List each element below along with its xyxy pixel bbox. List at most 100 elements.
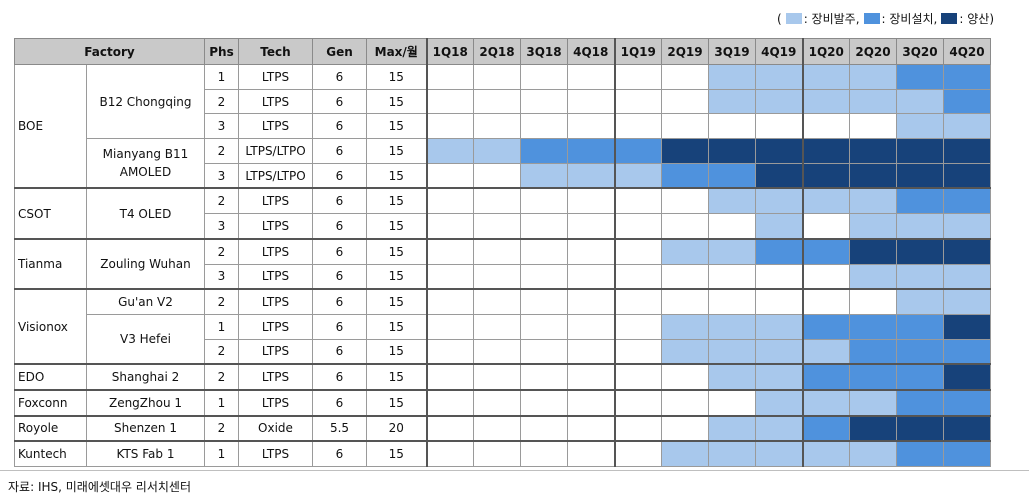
quarter-status-cell — [520, 414, 568, 442]
quarter-status-cell — [801, 414, 850, 442]
quarter-status-cell — [567, 440, 615, 468]
quarter-status-cell — [755, 113, 803, 140]
factory-cell: Shenzen 1 — [86, 414, 205, 442]
quarter-status-cell — [801, 162, 850, 189]
gen-cell: 6 — [312, 288, 367, 315]
quarter-status-cell — [473, 162, 521, 189]
tech-cell: LTPS — [238, 213, 313, 240]
header-max: Max/월 — [366, 38, 427, 65]
quarter-status-cell — [613, 414, 662, 442]
quarter-status-cell — [520, 338, 568, 365]
quarter-status-cell — [801, 263, 850, 290]
quarter-status-cell — [473, 313, 521, 340]
source-note: 자료: IHS, 미래에셋대우 리서치센터 — [8, 480, 192, 494]
max-cell: 15 — [366, 288, 427, 315]
quarter-status-cell — [849, 162, 897, 189]
quarter-status-cell — [801, 237, 850, 265]
table-body: BOE B12 Chongqing 1 LTPS 6 15 2 LTPS 6 15 3 LTPS 6 15… — [14, 63, 991, 468]
quarter-status-cell — [567, 414, 615, 442]
header-quarter: 1Q20 — [801, 38, 850, 65]
quarter-status-cell — [567, 288, 615, 315]
quarter-status-cell — [943, 388, 991, 417]
quarter-status-cell — [613, 213, 662, 240]
gen-cell: 6 — [312, 187, 367, 215]
quarter-status-cell — [613, 338, 662, 365]
company-cell: BOE — [14, 64, 87, 189]
quarter-status-cell — [613, 363, 662, 391]
phs-cell: 2 — [204, 237, 239, 265]
table-row: 3 LTPS/LTPO 6 15 — [15, 162, 991, 189]
gen-cell: 6 — [312, 263, 367, 290]
quarter-status-cell — [849, 88, 897, 115]
fab-schedule-table: Factory Phs Tech Gen Max/월 1Q18 2Q18 3Q1… — [14, 38, 991, 468]
table-row: 2 LTPS 6 15 — [15, 88, 991, 115]
quarter-status-cell — [613, 187, 662, 215]
quarter-status-cell — [755, 338, 803, 365]
quarter-status-cell — [567, 363, 615, 391]
header-quarter: 4Q19 — [755, 38, 803, 65]
phs-cell: 3 — [204, 162, 239, 189]
quarter-status-cell — [520, 88, 568, 115]
quarter-status-cell — [520, 263, 568, 290]
quarter-status-cell — [896, 363, 944, 391]
quarter-status-cell — [425, 187, 474, 215]
company-cell: CSOT — [14, 187, 87, 240]
quarter-status-cell — [943, 64, 991, 90]
quarter-status-cell — [567, 138, 615, 164]
header-quarter: 3Q18 — [520, 38, 568, 65]
quarter-status-cell — [755, 414, 803, 442]
legend-order-swatch — [785, 13, 802, 24]
quarter-status-cell — [661, 363, 709, 391]
quarter-status-cell — [755, 288, 803, 315]
quarter-status-cell — [613, 313, 662, 340]
quarter-status-cell — [896, 338, 944, 365]
quarter-status-cell — [708, 187, 756, 215]
company-cell: EDO — [14, 363, 87, 391]
max-cell: 15 — [366, 113, 427, 140]
quarter-status-cell — [473, 288, 521, 315]
table-row: V3 Hefei 1 LTPS 6 15 — [15, 313, 991, 365]
quarter-status-cell — [661, 263, 709, 290]
gen-cell: 6 — [312, 64, 367, 90]
quarter-status-cell — [520, 138, 568, 164]
quarter-status-cell — [943, 288, 991, 315]
quarter-status-cell — [661, 64, 709, 90]
table-row: 3 LTPS 6 15 — [15, 213, 991, 240]
company-cell: Kuntech — [14, 440, 87, 468]
quarter-status-cell — [425, 313, 474, 340]
table-row: Foxconn ZengZhou 1 1 LTPS 6 15 — [14, 388, 991, 417]
max-cell: 20 — [366, 414, 427, 442]
phs-cell: 2 — [204, 363, 239, 391]
quarter-status-cell — [708, 288, 756, 315]
quarter-status-cell — [425, 263, 474, 290]
legend-mass-label: : 양산) — [959, 12, 994, 26]
quarter-status-cell — [473, 138, 521, 164]
quarter-status-cell — [708, 237, 756, 265]
quarter-status-cell — [567, 338, 615, 365]
legend-install: : 장비설치, — [863, 10, 938, 27]
header-gen: Gen — [312, 38, 367, 65]
quarter-status-cell — [801, 363, 850, 391]
gen-cell: 6 — [312, 363, 367, 391]
quarter-status-cell — [896, 414, 944, 442]
legend-install-label: : 장비설치, — [881, 12, 938, 26]
quarter-status-cell — [755, 263, 803, 290]
tech-cell: LTPS/LTPO — [238, 162, 313, 189]
quarter-status-cell — [943, 263, 991, 290]
quarter-status-cell — [801, 313, 850, 340]
tech-cell: LTPS — [238, 440, 313, 468]
header-quarter: 2Q20 — [849, 38, 897, 65]
quarter-status-cell — [567, 187, 615, 215]
quarter-status-cell — [849, 138, 897, 164]
gen-cell: 6 — [312, 313, 367, 340]
phs-cell: 2 — [204, 187, 239, 215]
max-cell: 15 — [366, 388, 427, 417]
tech-cell: LTPS — [238, 388, 313, 417]
quarter-status-cell — [755, 187, 803, 215]
quarter-status-cell — [708, 88, 756, 115]
quarter-status-cell — [943, 113, 991, 140]
phs-cell: 3 — [204, 213, 239, 240]
quarter-status-cell — [473, 363, 521, 391]
quarter-status-cell — [849, 388, 897, 417]
quarter-status-cell — [425, 213, 474, 240]
